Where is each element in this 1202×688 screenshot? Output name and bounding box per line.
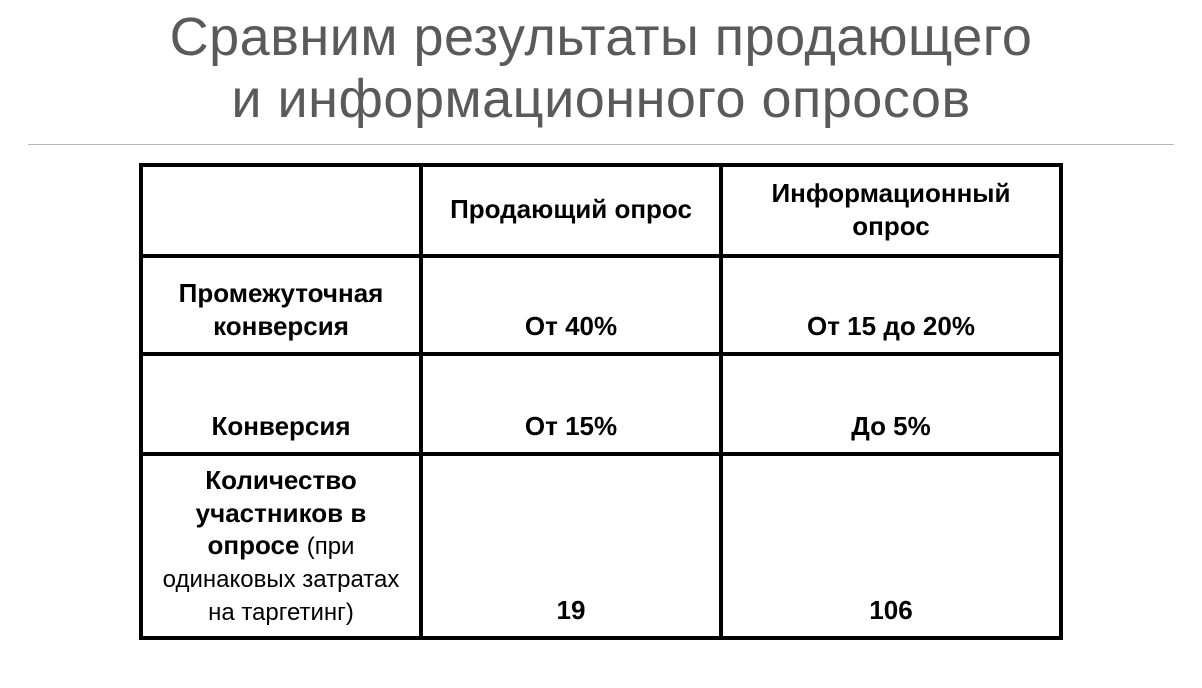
row-label-main: Промежуточная конверсия [179, 278, 384, 341]
table-header-row: Продающий опрос Информационный опрос [141, 165, 1061, 256]
cell-selling-r1: От 40% [421, 256, 721, 354]
header-blank [141, 165, 421, 256]
header-selling-survey: Продающий опрос [421, 165, 721, 256]
table-row: Промежуточная конверсия От 40% От 15 до … [141, 256, 1061, 354]
comparison-table: Продающий опрос Информационный опрос Про… [139, 163, 1063, 640]
slide: Сравним результаты продающего и информац… [0, 0, 1202, 688]
row-label-conversion: Конверсия [141, 354, 421, 454]
table-row: Количество участников в опросе (при один… [141, 454, 1061, 638]
table-container: Продающий опрос Информационный опрос Про… [0, 163, 1202, 640]
row-label-main: Конверсия [211, 411, 350, 441]
row-label-participants: Количество участников в опросе (при один… [141, 454, 421, 638]
page-title: Сравним результаты продающего и информац… [0, 0, 1202, 140]
header-info-survey: Информационный опрос [721, 165, 1061, 256]
cell-info-r3: 106 [721, 454, 1061, 638]
title-underline [28, 144, 1174, 145]
cell-info-r2: До 5% [721, 354, 1061, 454]
table-row: Конверсия От 15% До 5% [141, 354, 1061, 454]
cell-info-r1: От 15 до 20% [721, 256, 1061, 354]
cell-selling-r2: От 15% [421, 354, 721, 454]
cell-selling-r3: 19 [421, 454, 721, 638]
row-label-intermediate-conversion: Промежуточная конверсия [141, 256, 421, 354]
title-line-2: и информационного опросов [231, 69, 970, 129]
title-line-1: Сравним результаты продающего [170, 7, 1033, 67]
